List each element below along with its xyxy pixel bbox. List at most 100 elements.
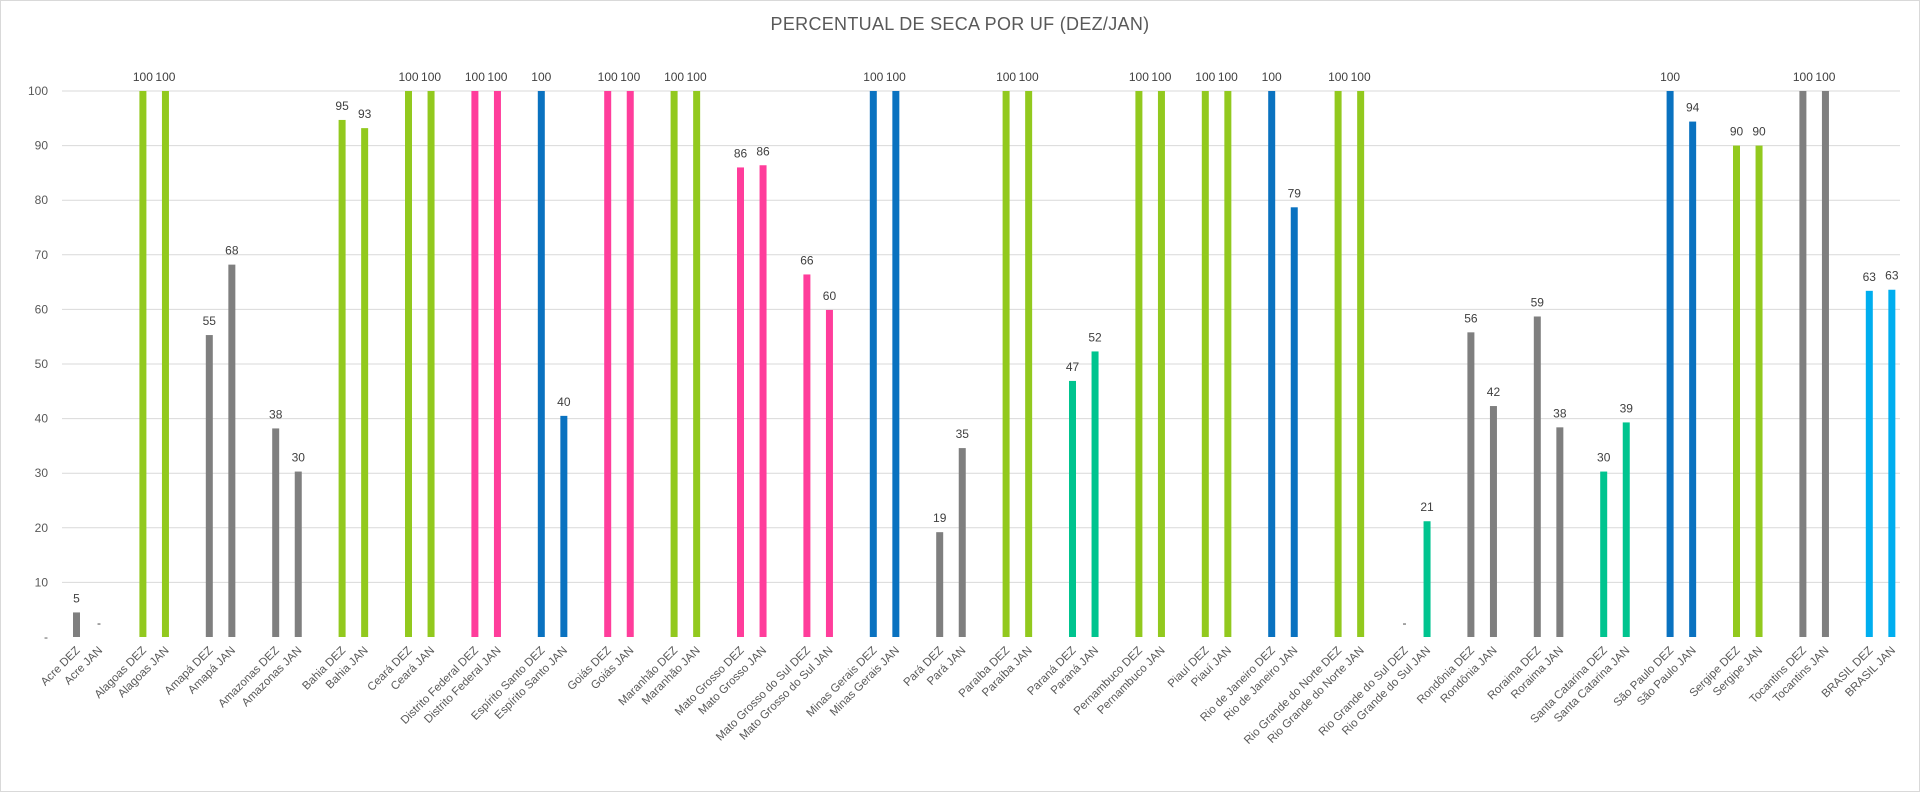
y-tick-label: 80: [35, 193, 49, 207]
data-label: -: [1403, 616, 1407, 630]
bar: [1467, 332, 1475, 637]
data-label: 100: [1195, 70, 1215, 84]
data-label: 90: [1752, 125, 1766, 139]
y-tick-label: 60: [35, 302, 49, 316]
data-label: 100: [1793, 70, 1813, 84]
data-label: 21: [1420, 500, 1434, 514]
data-label: 100: [155, 70, 175, 84]
bar: [759, 165, 767, 638]
data-label: 55: [203, 314, 217, 328]
data-label: 100: [1151, 70, 1171, 84]
bar: [294, 471, 302, 637]
bar: [1533, 316, 1541, 637]
data-label: 63: [1863, 270, 1877, 284]
bar: [1002, 91, 1010, 637]
data-label: 59: [1531, 295, 1545, 309]
data-label: 100: [886, 70, 906, 84]
bar: [493, 91, 501, 637]
data-label: 90: [1730, 125, 1744, 139]
bar: [626, 91, 634, 637]
bar: [537, 91, 545, 637]
bar: [604, 91, 612, 637]
bar: [405, 91, 412, 637]
data-label: 40: [557, 395, 571, 409]
data-label: 56: [1464, 311, 1478, 325]
data-label: 100: [421, 70, 441, 84]
bar: [1733, 145, 1740, 637]
bar: [1888, 289, 1896, 637]
bar: [1600, 471, 1608, 637]
data-label: 86: [756, 144, 770, 158]
bar: [737, 167, 744, 637]
data-label: 100: [996, 70, 1016, 84]
bar: [161, 91, 169, 637]
bar: [1025, 91, 1033, 637]
data-label: 100: [133, 70, 153, 84]
bar: [958, 448, 966, 637]
data-label: 60: [823, 289, 837, 303]
y-tick-label: 30: [35, 466, 49, 480]
data-label: 100: [598, 70, 618, 84]
chart-title: PERCENTUAL DE SECA POR UF (DEZ/JAN): [770, 14, 1150, 34]
bar: [139, 91, 147, 637]
data-label: 35: [956, 427, 970, 441]
data-label: 86: [734, 146, 748, 160]
bar: [892, 91, 900, 637]
data-label: 42: [1487, 385, 1501, 399]
data-label: 52: [1088, 330, 1102, 344]
data-label: 95: [335, 99, 349, 113]
bar: [670, 91, 678, 637]
data-label: 100: [487, 70, 507, 84]
data-label: 30: [1597, 451, 1611, 465]
bar: [1865, 290, 1873, 637]
bar: [1290, 207, 1298, 637]
bar: [427, 91, 435, 637]
bar-series: [73, 91, 1896, 638]
bar: [1201, 91, 1209, 637]
bar: [1622, 422, 1630, 637]
data-label: 100: [1218, 70, 1238, 84]
bar: [1357, 91, 1365, 637]
data-label: 100: [687, 70, 707, 84]
y-tick-label: 70: [35, 248, 49, 262]
bar: [1091, 351, 1099, 637]
bar: [205, 335, 213, 637]
bar: [936, 532, 944, 637]
bar: [1157, 91, 1165, 637]
bar: [1423, 521, 1431, 637]
data-label: 38: [1553, 406, 1567, 420]
data-label: 100: [1815, 70, 1835, 84]
y-tick-label: 100: [28, 84, 48, 98]
data-label: 30: [292, 451, 306, 465]
data-label: 66: [800, 253, 814, 267]
data-label: 47: [1066, 360, 1080, 374]
data-label: 19: [933, 511, 947, 525]
data-label: 63: [1885, 269, 1899, 283]
bar: [1821, 91, 1829, 637]
data-label: 100: [664, 70, 684, 84]
bar: [1556, 427, 1564, 637]
bar: [338, 119, 346, 638]
data-label: 100: [1660, 70, 1680, 84]
bar: [272, 428, 280, 637]
data-label: 39: [1620, 401, 1634, 415]
data-label: 38: [269, 407, 283, 421]
bar: [693, 91, 701, 637]
data-label: 93: [358, 107, 372, 121]
bar: [1069, 380, 1076, 637]
bar: [1135, 91, 1143, 637]
y-tick-label: 20: [35, 521, 49, 535]
bar: [1489, 406, 1497, 637]
y-tick-label: 10: [35, 575, 49, 589]
data-label: 100: [531, 70, 551, 84]
bar: [1689, 121, 1697, 638]
bar: [825, 309, 833, 637]
bar: [1799, 91, 1807, 637]
data-label: 100: [620, 70, 640, 84]
bar: [1224, 91, 1232, 637]
bar: [361, 128, 369, 638]
bar: [1268, 91, 1276, 637]
data-label: 100: [465, 70, 485, 84]
